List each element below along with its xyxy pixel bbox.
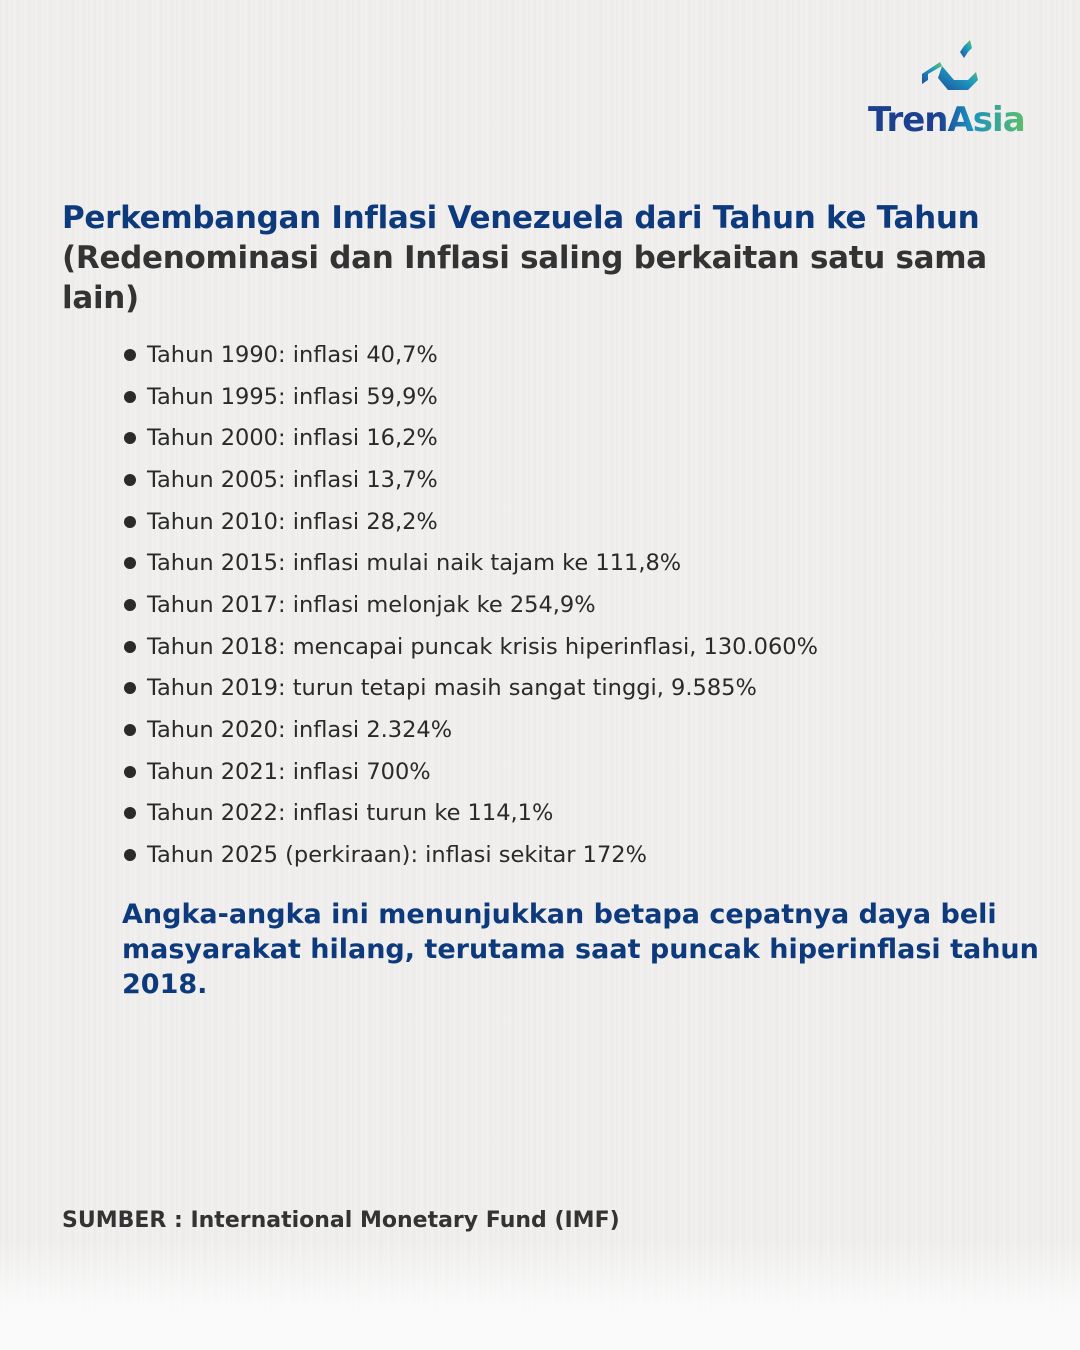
title-main: Perkembangan Inflasi Venezuela dari Tahu…: [62, 200, 980, 236]
bullet-icon: [124, 765, 136, 778]
inflation-list: Tahun 1990: inflasi 40,7% Tahun 1995: in…: [124, 334, 818, 876]
list-item: Tahun 2019: turun tetapi masih sangat ti…: [124, 668, 818, 710]
logo-text: TrenAsia: [868, 100, 1026, 140]
title-subtitle: (Redenominasi dan Inflasi saling berkait…: [62, 240, 987, 316]
page-title: Perkembangan Inflasi Venezuela dari Tahu…: [62, 198, 1022, 318]
list-item-text: Tahun 2010: inflasi 28,2%: [147, 508, 438, 535]
list-item-text: Tahun 1995: inflasi 59,9%: [147, 383, 438, 410]
list-item: Tahun 2017: inflasi melonjak ke 254,9%: [124, 584, 818, 626]
list-item: Tahun 2010: inflasi 28,2%: [124, 501, 818, 543]
list-item: Tahun 2022: inflasi turun ke 114,1%: [124, 793, 818, 835]
source-credit: SUMBER : International Monetary Fund (IM…: [62, 1208, 620, 1233]
bullet-icon: [124, 348, 136, 361]
bullet-icon: [124, 849, 136, 862]
list-item: Tahun 2021: inflasi 700%: [124, 751, 818, 793]
list-item: Tahun 1990: inflasi 40,7%: [124, 334, 818, 376]
bullet-icon: [124, 557, 136, 570]
logo-mark-icon: [922, 40, 978, 90]
bullet-icon: [124, 640, 136, 653]
list-item-text: Tahun 2022: inflasi turun ke 114,1%: [147, 800, 554, 827]
list-item: Tahun 2025 (perkiraan): inflasi sekitar …: [124, 834, 818, 876]
list-item-text: Tahun 2015: inflasi mulai naik tajam ke …: [147, 550, 682, 577]
list-item-text: Tahun 2021: inflasi 700%: [147, 758, 431, 785]
list-item: Tahun 2020: inflasi 2.324%: [124, 709, 818, 751]
list-item-text: Tahun 2005: inflasi 13,7%: [147, 466, 438, 493]
paper-texture-edge: [0, 1240, 1080, 1350]
bullet-icon: [124, 682, 136, 695]
list-item-text: Tahun 1990: inflasi 40,7%: [147, 341, 438, 368]
list-item: Tahun 2018: mencapai puncak krisis hiper…: [124, 626, 818, 668]
list-item-text: Tahun 2019: turun tetapi masih sangat ti…: [147, 675, 757, 702]
list-item: Tahun 2000: inflasi 16,2%: [124, 417, 818, 459]
bullet-icon: [124, 724, 136, 737]
list-item: Tahun 2005: inflasi 13,7%: [124, 459, 818, 501]
bullet-icon: [124, 390, 136, 403]
bullet-icon: [124, 807, 136, 820]
conclusion-note: Angka-angka ini menunjukkan betapa cepat…: [122, 899, 1039, 1000]
bullet-icon: [124, 432, 136, 445]
list-item-text: Tahun 2025 (perkiraan): inflasi sekitar …: [147, 842, 647, 869]
trenasia-logo: TrenAsia: [866, 40, 1036, 140]
list-item-text: Tahun 2020: inflasi 2.324%: [147, 717, 453, 744]
list-item-text: Tahun 2018: mencapai puncak krisis hiper…: [147, 633, 818, 660]
list-item-text: Tahun 2017: inflasi melonjak ke 254,9%: [147, 591, 596, 618]
bullet-icon: [124, 473, 136, 486]
list-item: Tahun 2015: inflasi mulai naik tajam ke …: [124, 542, 818, 584]
list-item: Tahun 1995: inflasi 59,9%: [124, 376, 818, 418]
bullet-icon: [124, 515, 136, 528]
list-item-text: Tahun 2000: inflasi 16,2%: [147, 425, 438, 452]
bullet-icon: [124, 598, 136, 611]
